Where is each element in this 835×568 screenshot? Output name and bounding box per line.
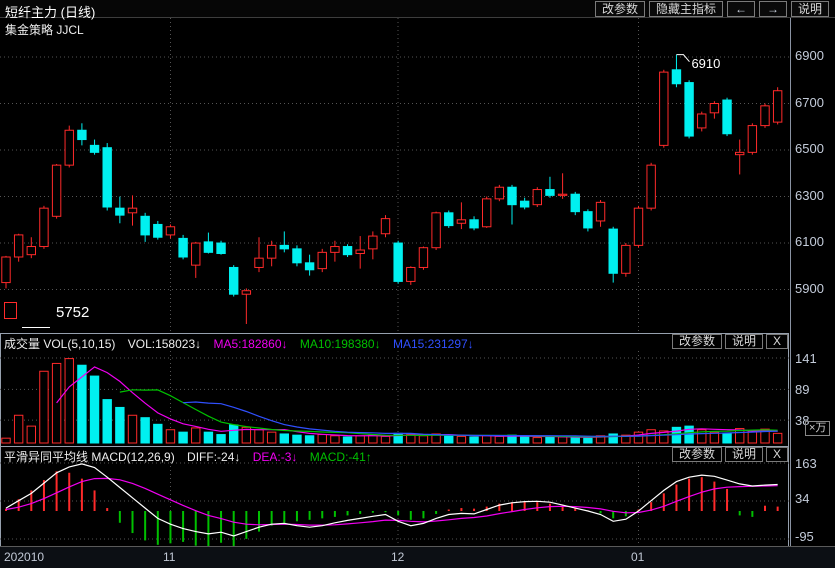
volume-chart[interactable] [0, 333, 790, 446]
macd-tick-163: 163 [795, 456, 817, 471]
macd-dea-value: DEA:-3↓ [252, 450, 298, 464]
volume-ma15-value: MA15:231297↓ [392, 337, 474, 351]
price-tick-6500: 6500 [795, 141, 824, 156]
price-tick-6900: 6900 [795, 48, 824, 63]
volume-unit-label: ×万 [805, 421, 831, 436]
macd-help-button[interactable]: 说明 [724, 447, 763, 462]
volume-tick-141: 141 [795, 351, 817, 366]
help-button[interactable]: 说明 [790, 1, 829, 17]
volume-value: VOL:158023↓ [127, 337, 202, 351]
low-marker-dash [22, 327, 50, 328]
macd-pane-buttons: 改参数 说明 X [0, 447, 788, 462]
brand-watermark: 集金策略 JJCL [5, 23, 84, 37]
instrument-title: 短纤主力 (日线) [5, 5, 96, 20]
time-label-01: 01 [631, 550, 645, 564]
scroll-right-arrow-icon[interactable]: → [758, 1, 787, 17]
volume-change-params-button[interactable]: 改参数 [671, 334, 722, 349]
price-tick-6300: 6300 [795, 188, 824, 203]
volume-pane-buttons: 改参数 说明 X [0, 334, 788, 349]
time-label-11: 11 [163, 550, 176, 564]
low-price-annotation: 5752 [56, 304, 90, 321]
price-tick-5900: 5900 [795, 281, 824, 296]
titlebar-buttons: 改参数 隐藏主指标 ← → 说明 [0, 1, 829, 17]
macd-diff-value: DIFF:-24↓ [187, 450, 241, 464]
title-bar: 短纤主力 (日线) 改参数 隐藏主指标 ← → 说明 [0, 0, 835, 20]
time-label-202010: 202010 [4, 550, 45, 564]
volume-close-button[interactable]: X [765, 334, 788, 349]
time-axis: 202010 11 12 01 [0, 546, 835, 568]
macd-indicator-name: 平滑异同平均线 MACD(12,26,9) [4, 450, 175, 464]
macd-chart[interactable] [0, 446, 790, 546]
scroll-left-arrow-icon[interactable]: ← [726, 1, 755, 17]
hide-main-indicator-button[interactable]: 隐藏主指标 [648, 1, 723, 17]
high-price-annotation: 6910 [691, 55, 721, 71]
change-params-button[interactable]: 改参数 [594, 1, 645, 17]
low-marker-icon [4, 302, 17, 319]
volume-help-button[interactable]: 说明 [724, 334, 763, 349]
macd-tick-34: 34 [795, 491, 810, 506]
macd-close-button[interactable]: X [765, 447, 788, 462]
volume-header: 成交量 VOL(5,10,15) VOL:158023↓ MA5:182860↓… [4, 335, 474, 352]
macd-change-params-button[interactable]: 改参数 [671, 447, 722, 462]
macd-tick-minus95: -95 [795, 529, 814, 544]
macd-macd-value: MACD:-41↑ [309, 450, 372, 464]
volume-ma10-value: MA10:198380↓ [299, 337, 381, 351]
time-label-12: 12 [391, 550, 405, 564]
volume-indicator-name: 成交量 VOL(5,10,15) [4, 337, 116, 351]
price-tick-6100: 6100 [795, 234, 824, 249]
main-price-chart[interactable] [0, 18, 790, 333]
volume-ma5-value: MA5:182860↓ [213, 337, 288, 351]
price-tick-6700: 6700 [795, 95, 824, 110]
volume-tick-89: 89 [795, 382, 810, 397]
price-axis-separator [790, 18, 791, 568]
macd-header: 平滑异同平均线 MACD(12,26,9) DIFF:-24↓ DEA:-3↓ … [4, 448, 372, 465]
